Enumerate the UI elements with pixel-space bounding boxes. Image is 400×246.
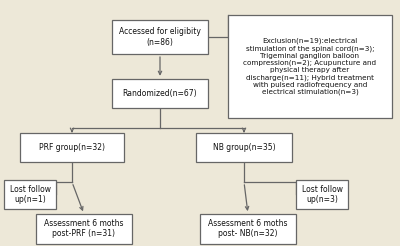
FancyBboxPatch shape [296, 180, 348, 209]
Text: Accessed for eligibity
(n=86): Accessed for eligibity (n=86) [119, 27, 201, 46]
FancyBboxPatch shape [200, 214, 296, 244]
Text: Assessment 6 moths
post- NB(n=32): Assessment 6 moths post- NB(n=32) [208, 219, 288, 238]
Text: PRF group(n=32): PRF group(n=32) [39, 143, 105, 152]
FancyBboxPatch shape [196, 133, 292, 162]
FancyBboxPatch shape [20, 133, 124, 162]
Text: Lost follow
up(n=1): Lost follow up(n=1) [10, 185, 50, 204]
Text: Lost follow
up(n=3): Lost follow up(n=3) [302, 185, 342, 204]
Text: NB group(n=35): NB group(n=35) [213, 143, 275, 152]
Text: Randomized(n=67): Randomized(n=67) [123, 89, 197, 98]
FancyBboxPatch shape [112, 79, 208, 108]
Text: Assessment 6 moths
post-PRF (n=31): Assessment 6 moths post-PRF (n=31) [44, 219, 124, 238]
FancyBboxPatch shape [112, 20, 208, 54]
FancyBboxPatch shape [228, 15, 392, 118]
Text: Exclusion(n=19):electrical
stimulation of the spinal cord(n=3);
Trigeminal gangl: Exclusion(n=19):electrical stimulation o… [244, 38, 376, 95]
FancyBboxPatch shape [36, 214, 132, 244]
FancyBboxPatch shape [4, 180, 56, 209]
